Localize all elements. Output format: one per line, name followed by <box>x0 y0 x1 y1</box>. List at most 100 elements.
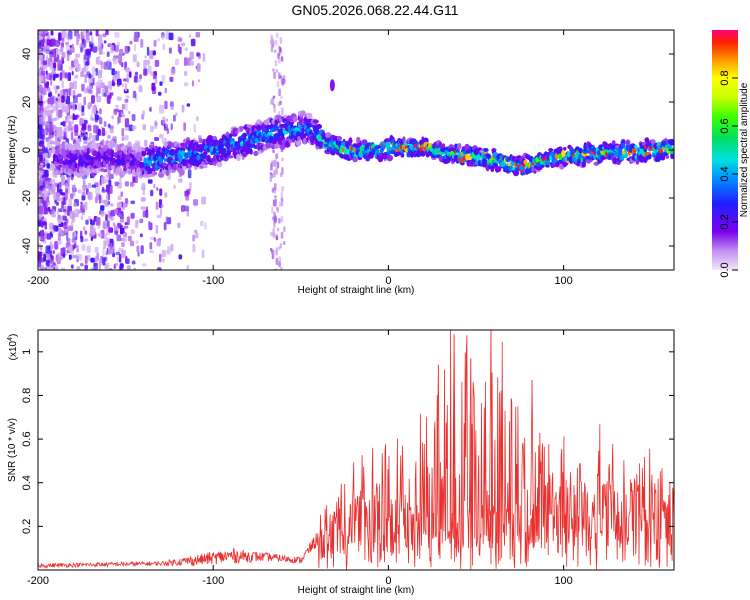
spectrogram-noise-cell <box>270 44 274 53</box>
spectrogram-noise-cell <box>93 262 97 267</box>
spectrogram-noise-cell <box>156 38 161 42</box>
spectrogram-noise-cell <box>274 183 277 191</box>
spectrogram-noise-cell <box>102 247 105 256</box>
snr-peak-spike <box>530 380 533 516</box>
spectrogram-noise-cell <box>184 205 189 212</box>
spectrogram-ridge-cell <box>107 152 111 157</box>
spectrogram-noise-cell <box>38 68 42 78</box>
spectrogram-noise-cell <box>189 60 195 66</box>
spectrogram-noise-cell <box>272 149 275 154</box>
spectrogram-noise-cell <box>62 197 66 206</box>
spectrogram-noise-cell <box>142 210 147 218</box>
spectrogram-ridge-cell <box>109 139 115 145</box>
spectrogram-noise-cell <box>42 145 45 154</box>
spectrogram-noise-cell <box>273 170 276 178</box>
spectrogram-noise-cell <box>65 125 68 130</box>
spectrogram-noise-cell <box>49 97 54 105</box>
spectrogram-noise-cell <box>70 264 74 269</box>
spectrogram-noise-cell <box>46 58 51 67</box>
spectrogram-ridge-cell <box>634 144 638 149</box>
spectrogram-heatmap <box>38 30 674 270</box>
spectrogram-noise-cell <box>77 189 82 194</box>
spectrogram-noise-cell <box>57 93 60 97</box>
spectrogram-noise-cell <box>155 201 159 210</box>
spectrogram-noise-cell <box>51 109 54 114</box>
spectrogram-noise-cell <box>62 253 66 258</box>
spectrogram-noise-cell <box>49 250 53 258</box>
spectrogram-noise-cell <box>57 239 62 245</box>
spectrogram-noise-cell <box>39 194 42 201</box>
spectrogram-noise-cell <box>170 243 174 252</box>
spectrogram-noise-cell <box>168 47 172 54</box>
spectrogram-noise-cell <box>71 71 74 76</box>
spectrogram-noise-cell <box>273 220 276 228</box>
spectrogram-ridge-cell <box>295 140 301 145</box>
spectrogram-noise-cell <box>73 80 78 90</box>
spectrogram-noise-cell <box>185 193 190 201</box>
spectrogram-ridge-cell <box>139 157 143 162</box>
spectrogram-noise-cell <box>129 40 133 45</box>
spectrogram-noise-cell <box>51 117 54 124</box>
spectrogram-noise-cell <box>72 255 78 258</box>
spectrogram-noise-cell <box>85 61 90 66</box>
spectrogram-noise-cell <box>39 230 44 239</box>
spectrogram-ridge-cell <box>660 155 666 161</box>
spectrogram-noise-cell <box>68 254 72 260</box>
spectrogram-ridge-cell <box>625 139 630 147</box>
spectrogram-noise-cell <box>131 260 136 265</box>
spectrogram-noise-cell <box>126 73 129 83</box>
spectrogram-noise-cell <box>145 206 149 212</box>
spectrogram-noise-cell <box>144 139 148 147</box>
spectrogram-noise-cell <box>159 81 163 86</box>
spectrogram-y-tick-label: 20 <box>21 96 33 108</box>
spectrogram-noise-cell <box>181 104 185 113</box>
spectrogram-noise-cell <box>124 83 128 92</box>
spectrogram-noise-cell <box>73 202 77 207</box>
spectrogram-noise-cell <box>122 78 128 82</box>
spectrogram-ridge-cell <box>400 153 405 158</box>
colorbar-label: Normalized spectral amplitude <box>739 82 750 217</box>
spectrogram-noise-cell <box>68 127 73 131</box>
spectrogram-ridge-cell <box>178 168 185 176</box>
spectrogram-noise-cell <box>122 202 128 208</box>
spectrogram-noise-cell <box>130 229 135 235</box>
spectrogram-x-tick-label: 100 <box>554 275 572 287</box>
spectrogram-noise-cell <box>189 182 192 191</box>
spectrogram-ridge-cell <box>301 127 305 133</box>
spectrogram-noise-cell <box>120 191 123 197</box>
spectrogram-x-label: Height of straight line (km) <box>298 285 415 296</box>
spectrogram-noise-cell <box>279 75 282 79</box>
spectrogram-noise-cell <box>270 99 273 105</box>
spectrogram-ridge-cell <box>274 119 279 126</box>
spectrogram-noise-cell <box>154 120 158 130</box>
spectrogram-noise-cell <box>65 188 68 194</box>
spectrogram-y-tick-label: 40 <box>21 48 33 60</box>
spectrogram-noise-cell <box>139 74 142 80</box>
spectrogram-noise-cell <box>40 162 44 166</box>
spectrogram-noise-cell <box>105 214 108 221</box>
spectrogram-noise-cell <box>49 92 53 97</box>
colorbar-ticks: 0.0 0.2 0.4 0.6 0.8 <box>719 70 738 278</box>
spectrogram-noise-cell <box>276 161 280 169</box>
spectrogram-noise-cell <box>164 192 168 198</box>
spectrogram-noise-cell <box>46 87 51 92</box>
spectrogram-ridge-cell <box>214 139 219 146</box>
spectrogram-noise-cell <box>88 77 92 85</box>
spectrogram-noise-cell <box>192 234 195 242</box>
spectrogram-ridge-cell <box>163 158 168 162</box>
spectrogram-noise-cell <box>60 46 64 53</box>
spectrogram-ridge-cell <box>554 153 560 160</box>
spectrogram-noise-cell <box>183 57 188 66</box>
spectrogram-noise-cell <box>192 243 196 253</box>
spectrogram-noise-cell <box>49 241 53 247</box>
spectrogram-noise-cell <box>99 117 103 125</box>
spectrogram-noise-cell <box>56 49 62 55</box>
spectrogram-noise-cell <box>169 101 174 108</box>
spectrogram-ridge-cell <box>99 168 106 172</box>
spectrogram-noise-cell <box>65 41 69 46</box>
spectrogram-noise-cell <box>278 88 281 97</box>
spectrogram-noise-cell <box>197 79 201 83</box>
spectrogram-ridge-cell <box>365 157 370 162</box>
